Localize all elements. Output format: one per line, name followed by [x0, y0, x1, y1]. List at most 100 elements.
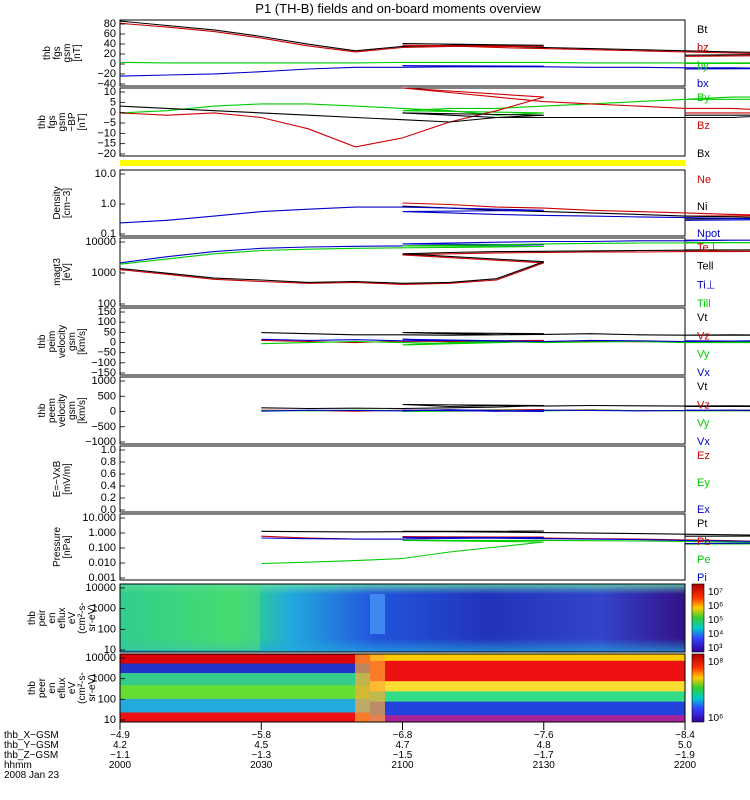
y-axis-label-line: [nT] — [77, 113, 88, 130]
panel-frame — [119, 445, 686, 513]
x-annotation-value: 4.5 — [254, 740, 268, 751]
series-line-Pt — [261, 530, 750, 537]
panel-frame — [119, 87, 686, 157]
legend-entry: By — [697, 92, 710, 104]
ion-spectrogram-feature — [370, 594, 385, 634]
electron-band-early-2 — [120, 673, 370, 686]
legend-entry: Ne — [697, 174, 711, 186]
electron-band-late-5 — [370, 715, 685, 723]
x-annotation-row-label: thb_Y−GSM — [4, 740, 59, 751]
y-tick-label: 0.001 — [88, 572, 116, 584]
series-line-bx — [119, 65, 750, 77]
legend-entry: Vx — [697, 367, 710, 379]
series-line-Vx — [261, 338, 750, 343]
series-line-Vt — [261, 403, 750, 410]
figure-title: P1 (TH-B) fields and on-board moments ov… — [255, 1, 541, 16]
electron-band-early-0 — [120, 654, 370, 665]
x-annotation-value: −5.8 — [251, 730, 271, 741]
y-tick-label: −500 — [91, 421, 116, 433]
y-tick-label: 1000 — [92, 267, 116, 279]
legend-entry: Pi — [697, 572, 707, 584]
x-annotation-value: −1.7 — [534, 750, 554, 761]
x-annotation-value: 2000 — [109, 760, 132, 771]
y-axis-label-line: eflux — [57, 677, 68, 698]
y-tick-label: 0 — [110, 107, 116, 119]
panel-frame — [119, 19, 686, 87]
y-tick-label: 0.6 — [101, 468, 116, 480]
y-tick-label: 10000 — [85, 236, 116, 248]
y-axis-label-line: eflux — [57, 607, 68, 628]
series-line-Te⊥ — [119, 250, 750, 285]
x-annotation-row-label: thb_Z−GSM — [4, 750, 58, 761]
legend-entry: Till — [697, 298, 711, 310]
y-axis-label-line: gsm — [62, 44, 73, 63]
panel-density: 10.0 1.0 0.1 Density [cm−3] Ne Ni Npot — [52, 168, 750, 240]
y-tick-label: 1000 — [92, 375, 116, 387]
y-tick-label: −15 — [97, 138, 116, 150]
y-axis-label-line: thb — [27, 611, 38, 625]
x-annotation-value: 2100 — [391, 760, 414, 771]
y-tick-label: 1000 — [92, 603, 116, 615]
colorbar-tick-label: 10⁷ — [708, 587, 723, 598]
legend-entry: Ey — [697, 477, 710, 489]
legend-entry: Pt — [697, 518, 707, 530]
series-line-bz — [119, 22, 750, 57]
y-axis-label-line: sr-eV) — [87, 604, 98, 631]
y-axis-label: thb fgs gsm −BP [nT] — [37, 112, 88, 132]
panel-frame — [119, 237, 686, 307]
y-tick-label: −100 — [91, 357, 116, 369]
series-line-Bz — [119, 87, 750, 148]
y-tick-label: 0.8 — [101, 456, 116, 468]
panel-frame — [119, 583, 686, 653]
series-line-Till — [119, 241, 750, 265]
legend-entry: Vz — [697, 330, 710, 342]
y-tick-label: 100 — [98, 316, 116, 328]
legend-entry: Ez — [697, 450, 710, 462]
y-tick-label: 0.2 — [101, 492, 116, 504]
y-axis-label-line: thb — [37, 403, 48, 417]
electron-transition — [355, 654, 385, 722]
y-tick-label: 0.010 — [88, 557, 116, 569]
y-tick-label: 1.0 — [101, 444, 116, 456]
y-tick-label: −50 — [97, 347, 116, 359]
x-annotation-value: 2200 — [674, 760, 697, 771]
y-axis-label-line: peer — [37, 677, 48, 698]
x-annotation-row-label: hhmm — [4, 760, 32, 771]
y-tick-label: 10000 — [85, 652, 116, 664]
electron-band-late-3 — [370, 691, 685, 703]
electron-band-early-1 — [120, 663, 370, 674]
y-tick-label: −20 — [97, 148, 116, 160]
y-tick-label: 0.100 — [88, 542, 116, 554]
y-tick-label: 0 — [110, 406, 116, 418]
y-tick-label: 10 — [104, 714, 116, 726]
x-annotation-row-label: thb_X−GSM — [4, 730, 59, 741]
y-axis-label-line: peir — [37, 609, 48, 626]
legend-entry: Vy — [697, 418, 710, 430]
y-tick-label: 10000 — [85, 582, 116, 594]
y-axis-label-line: magt3 — [52, 258, 63, 286]
x-annotation-value: 4.7 — [396, 740, 410, 751]
series-line-Bx — [119, 105, 750, 123]
legend-entry: Ti⊥ — [697, 279, 715, 291]
colorbar-tick-label: 10⁶ — [708, 713, 723, 724]
y-axis-label-line: sr-eV) — [87, 674, 98, 701]
y-tick-label: 0.4 — [101, 480, 116, 492]
y-tick-label: 1.0 — [101, 198, 116, 210]
panel-temperature: 10000 1000 100 magt3 [eV] Te⊥ Tell Ti⊥ Till — [52, 236, 750, 310]
panel-electron-velocity: 1000 500 0 −500 −1000 thb peem velocity gsm [km/s… — [37, 375, 750, 448]
x-axis-annotation: thb_X−GSM −4.9 −5.8 −6.8 −7.6 −8.4 thb_Y−GSM 4.… — [4, 722, 697, 781]
series-line-Ti⊥ — [119, 239, 750, 264]
y-axis-label-line: fgs — [47, 115, 58, 128]
y-tick-label: 100 — [98, 623, 116, 635]
series-line-Vt — [261, 332, 750, 336]
legend-entry: Tell — [697, 261, 714, 273]
series-line-By — [119, 96, 750, 116]
colorbar-tick-label: 10⁵ — [708, 615, 723, 626]
y-axis-label: thb peir en eflux eV (cm²-s-sr-eV) — [27, 602, 98, 634]
legend-entry: Vz — [697, 399, 710, 411]
y-tick-label: 1.000 — [88, 527, 116, 539]
colorbar — [691, 653, 705, 723]
y-tick-label: −150 — [91, 367, 116, 379]
